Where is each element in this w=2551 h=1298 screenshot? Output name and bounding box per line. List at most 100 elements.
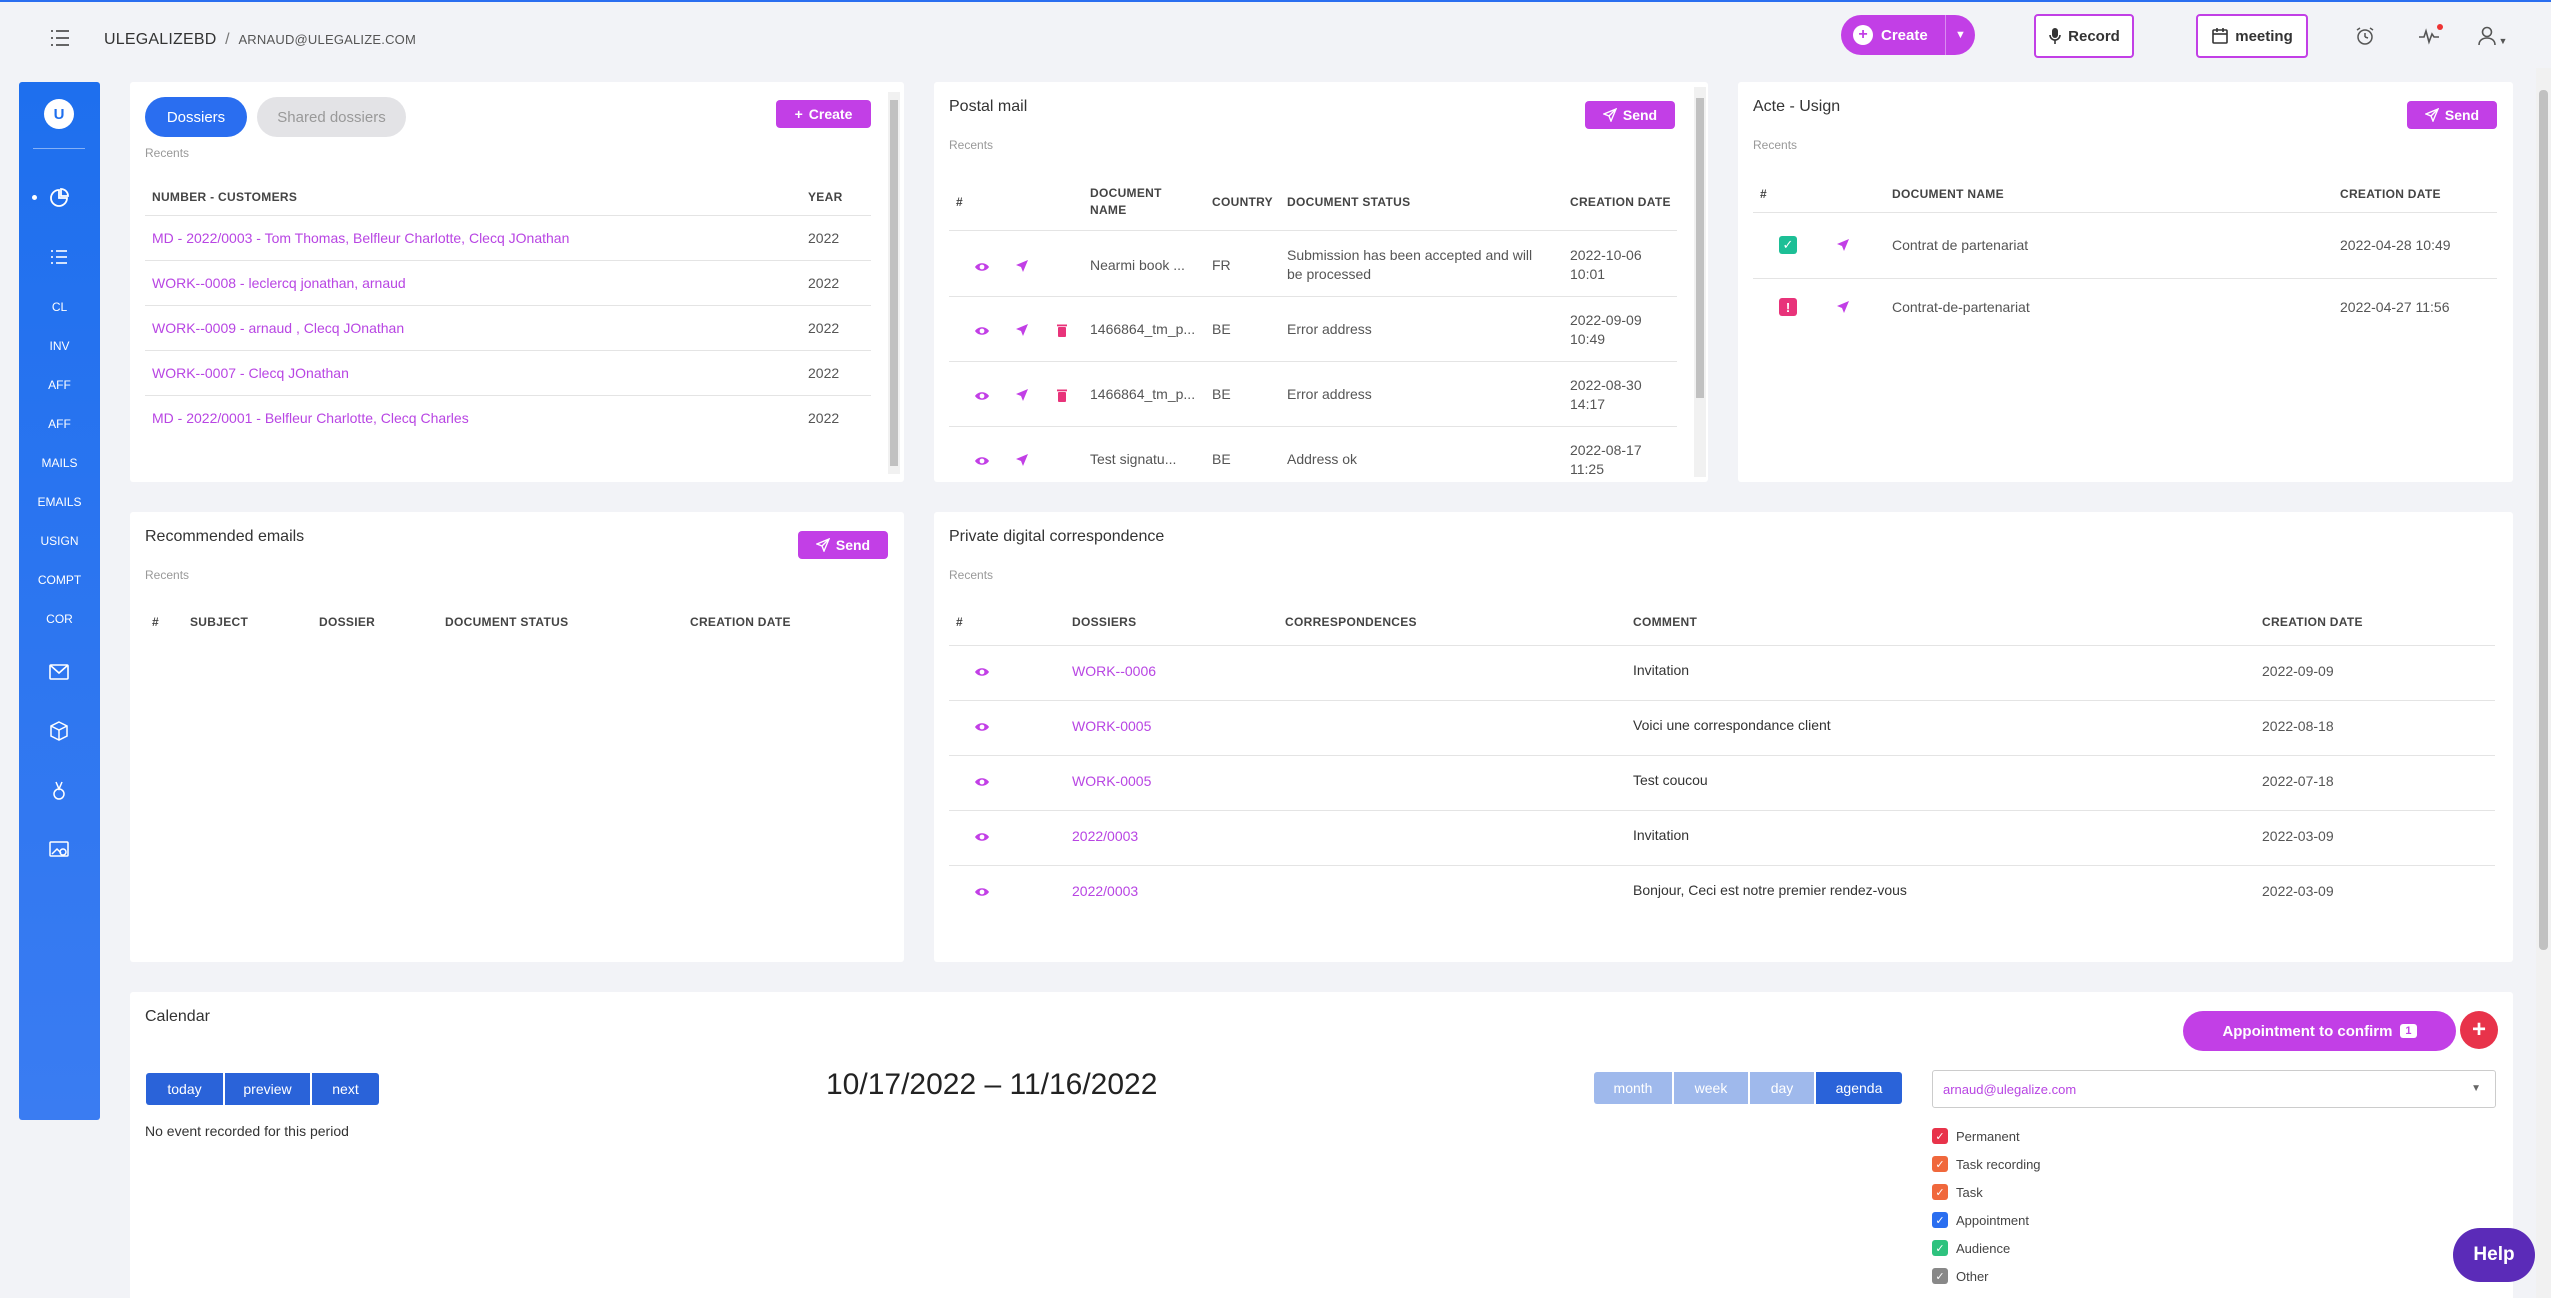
view-month-button[interactable]: month — [1594, 1072, 1672, 1104]
checkbox-checked-icon[interactable]: ✓ — [1932, 1268, 1948, 1284]
menu-toggle-icon[interactable] — [48, 26, 74, 50]
calendar-today-button[interactable]: today — [146, 1073, 223, 1105]
calendar-next-button[interactable]: next — [312, 1073, 379, 1105]
scrollbar-thumb[interactable] — [1696, 98, 1704, 398]
tab-shared-dossiers[interactable]: Shared dossiers — [257, 97, 406, 137]
document-name[interactable]: 1466864_tm_p... — [1090, 321, 1196, 337]
app-logo[interactable]: U — [44, 99, 74, 129]
sidebar-item-mails[interactable]: MAILS — [41, 456, 78, 470]
eye-icon[interactable] — [972, 772, 992, 792]
checkbox-checked-icon[interactable]: ✓ — [1932, 1184, 1948, 1200]
legend-permanent[interactable]: ✓ Permanent — [1932, 1128, 2020, 1144]
checkbox-checked-icon[interactable]: ✓ — [1932, 1212, 1948, 1228]
paper-plane-icon[interactable] — [1012, 450, 1032, 470]
eye-icon[interactable] — [972, 827, 992, 847]
sidebar-item-inv[interactable]: INV — [49, 339, 70, 353]
sidebar-divider — [33, 148, 85, 149]
plus-icon: + — [2471, 1016, 2486, 1043]
sidebar-item-emails[interactable]: EMAILS — [37, 495, 82, 509]
eye-icon[interactable] — [972, 882, 992, 902]
meeting-button[interactable]: meeting — [2196, 14, 2308, 58]
sidebar-item-cl[interactable]: CL — [51, 300, 68, 314]
view-week-button[interactable]: week — [1674, 1072, 1748, 1104]
help-button[interactable]: Help — [2453, 1228, 2535, 1282]
sidebar-item-cor[interactable]: COR — [46, 612, 73, 626]
create-button[interactable]: + Create ▼ — [1841, 15, 1975, 55]
dossier-link[interactable]: MD - 2022/0003 - Tom Thomas, Belfleur Ch… — [152, 230, 570, 246]
medal-icon[interactable] — [47, 779, 71, 803]
legend-task-recording[interactable]: ✓ Task recording — [1932, 1156, 2041, 1172]
image-settings-icon[interactable] — [47, 838, 71, 862]
page-scrollbar-thumb[interactable] — [2539, 90, 2548, 950]
calendar-user-select[interactable]: arnaud@ulegalize.com ▼ — [1932, 1070, 2496, 1108]
emails-send-button[interactable]: Send — [798, 531, 888, 559]
alarm-clock-icon[interactable] — [2349, 20, 2381, 52]
eye-icon[interactable] — [972, 321, 992, 341]
paper-plane-icon[interactable] — [1833, 235, 1853, 255]
record-button[interactable]: Record — [2034, 14, 2134, 58]
sidebar-item-usign[interactable]: USIGN — [40, 534, 79, 548]
eye-icon[interactable] — [972, 662, 992, 682]
breadcrumb-separator: / — [225, 31, 230, 48]
create-dossier-button[interactable]: + Create — [776, 100, 871, 128]
trash-icon[interactable] — [1052, 320, 1072, 340]
creation-time: 10:01 — [1570, 266, 1606, 282]
private-correspondence-title: Private digital correspondence — [949, 528, 1165, 545]
paper-plane-icon[interactable] — [1012, 385, 1032, 405]
eye-icon[interactable] — [972, 717, 992, 737]
dossier-link[interactable]: 2022/0003 — [1072, 828, 1139, 844]
legend-audience[interactable]: ✓ Audience — [1932, 1240, 2010, 1256]
usign-send-button[interactable]: Send — [2407, 101, 2497, 129]
calendar-preview-button[interactable]: preview — [225, 1073, 310, 1105]
envelope-icon[interactable] — [47, 660, 71, 684]
legend-label: Task recording — [1956, 1156, 2041, 1172]
checkbox-checked-icon[interactable]: ✓ — [1932, 1240, 1948, 1256]
sidebar-item-aff[interactable]: AFF — [48, 378, 71, 392]
dossier-link[interactable]: WORK--0007 - Clecq JOnathan — [152, 365, 349, 381]
postal-send-button[interactable]: Send — [1585, 101, 1675, 129]
dossier-link[interactable]: WORK-0005 — [1072, 718, 1152, 734]
legend-task[interactable]: ✓ Task — [1932, 1184, 1983, 1200]
dossier-link[interactable]: WORK--0009 - arnaud , Clecq JOnathan — [152, 320, 405, 336]
sidebar-item-aff-2[interactable]: AFF — [48, 417, 71, 431]
paper-plane-icon[interactable] — [1012, 256, 1032, 276]
paper-plane-icon[interactable] — [1833, 297, 1853, 317]
eye-icon[interactable] — [972, 257, 992, 277]
column-header-creation-date: CREATION DATE — [690, 615, 791, 629]
paper-plane-icon[interactable] — [1012, 320, 1032, 340]
checkbox-checked-icon[interactable]: ✓ — [1932, 1128, 1948, 1144]
table-divider — [145, 350, 871, 351]
trash-icon[interactable] — [1052, 385, 1072, 405]
dossier-link[interactable]: 2022/0003 — [1072, 883, 1139, 899]
appointment-to-confirm-button[interactable]: Appointment to confirm 1 — [2183, 1011, 2456, 1051]
user-menu-icon[interactable]: ▼ — [2470, 20, 2514, 52]
document-name[interactable]: Test signatu... — [1090, 451, 1177, 467]
document-name[interactable]: Nearmi book ... — [1090, 257, 1185, 273]
list-icon[interactable] — [47, 245, 71, 269]
add-appointment-button[interactable]: + — [2460, 1011, 2498, 1049]
dossier-year: 2022 — [808, 230, 840, 246]
document-name[interactable]: Contrat-de-partenariat — [1892, 299, 2030, 315]
dossier-link[interactable]: WORK--0008 - leclercq jonathan, arnaud — [152, 275, 406, 291]
dossier-link[interactable]: WORK-0005 — [1072, 773, 1152, 789]
eye-icon[interactable] — [972, 451, 992, 471]
chevron-down-icon[interactable]: ▼ — [1945, 15, 1975, 55]
dossier-link[interactable]: WORK--0006 — [1072, 663, 1157, 679]
tab-dossiers[interactable]: Dossiers — [145, 97, 247, 137]
eye-icon[interactable] — [972, 386, 992, 406]
box-icon[interactable] — [47, 719, 71, 743]
paper-plane-icon — [2424, 108, 2439, 122]
legend-appointment[interactable]: ✓ Appointment — [1932, 1212, 2029, 1228]
activity-pulse-icon[interactable] — [2413, 20, 2445, 52]
checkbox-checked-icon[interactable]: ✓ — [1932, 1156, 1948, 1172]
view-day-button[interactable]: day — [1750, 1072, 1814, 1104]
legend-other[interactable]: ✓ Other — [1932, 1268, 1989, 1284]
sidebar-item-compt[interactable]: COMPT — [37, 573, 82, 587]
dashboard-pie-icon[interactable] — [47, 186, 71, 210]
document-name[interactable]: Contrat de partenariat — [1892, 237, 2029, 253]
view-agenda-button[interactable]: agenda — [1816, 1072, 1902, 1104]
document-name[interactable]: 1466864_tm_p... — [1090, 386, 1196, 402]
breadcrumb: ULEGALIZEBD / ARNAUD@ULEGALIZE.COM — [104, 31, 416, 49]
dossier-link[interactable]: MD - 2022/0001 - Belfleur Charlotte, Cle… — [152, 410, 469, 426]
scrollbar-thumb[interactable] — [890, 100, 898, 466]
